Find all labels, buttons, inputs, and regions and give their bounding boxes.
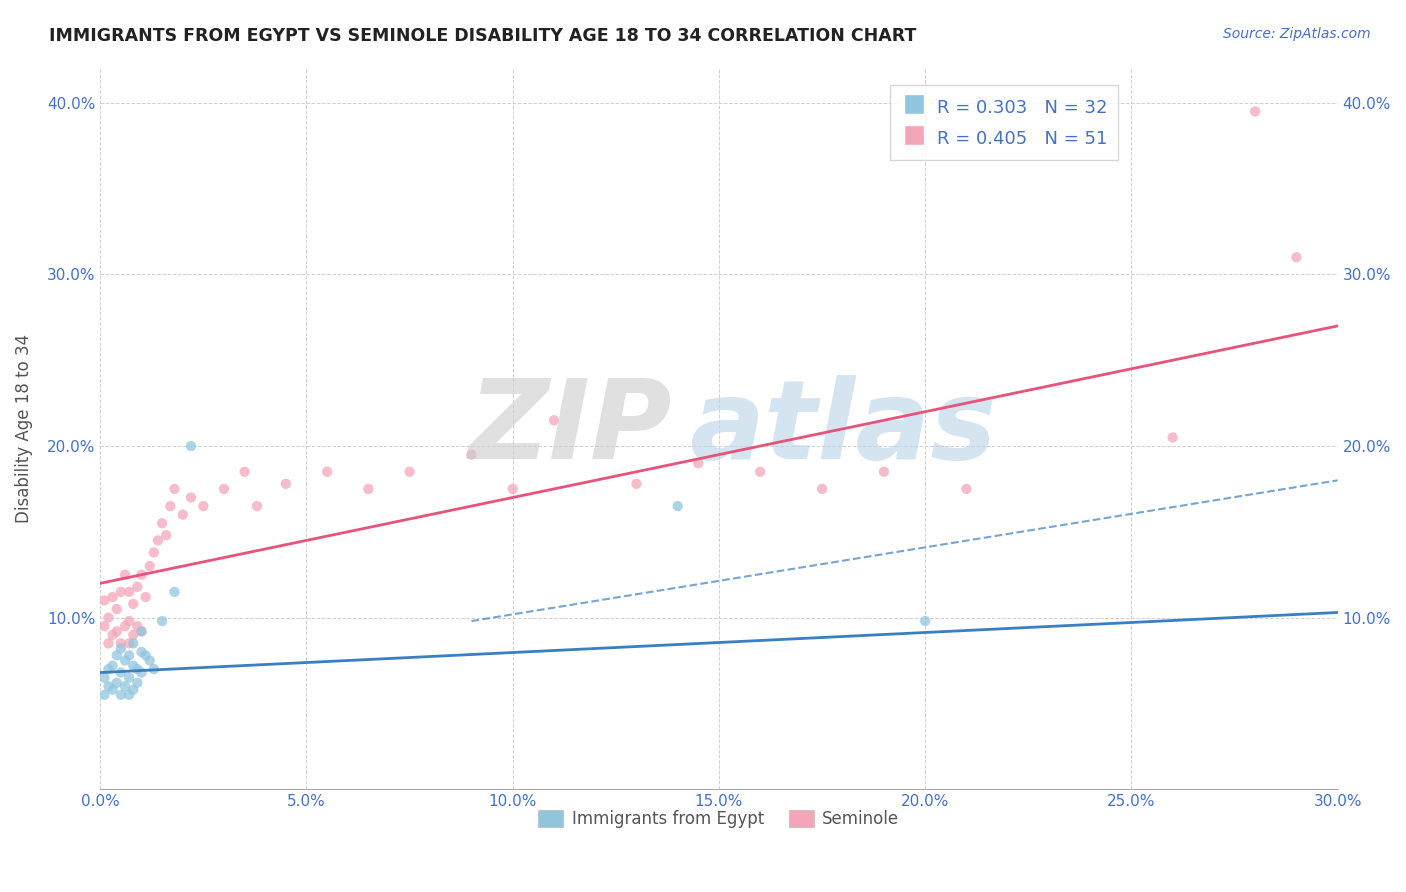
Point <box>316 465 339 479</box>
Point <box>274 476 297 491</box>
Text: IMMIGRANTS FROM EGYPT VS SEMINOLE DISABILITY AGE 18 TO 34 CORRELATION CHART: IMMIGRANTS FROM EGYPT VS SEMINOLE DISABI… <box>49 27 917 45</box>
Point <box>118 648 141 663</box>
Y-axis label: Disability Age 18 to 34: Disability Age 18 to 34 <box>15 334 32 524</box>
Point <box>131 567 153 582</box>
Point <box>131 624 153 639</box>
Point <box>93 593 115 607</box>
Point <box>118 585 141 599</box>
Point <box>122 597 145 611</box>
Point <box>118 636 141 650</box>
Point <box>666 499 689 513</box>
Point <box>135 648 157 663</box>
Text: atlas: atlas <box>689 376 997 483</box>
Point <box>110 688 132 702</box>
Point <box>543 413 565 427</box>
Point <box>122 658 145 673</box>
Point <box>142 662 165 676</box>
Point <box>122 682 145 697</box>
Point <box>811 482 834 496</box>
Point <box>101 628 124 642</box>
Point <box>118 671 141 685</box>
Point <box>105 676 128 690</box>
Text: Source: ZipAtlas.com: Source: ZipAtlas.com <box>1223 27 1371 41</box>
Point <box>101 658 124 673</box>
Point <box>212 482 235 496</box>
Point <box>105 624 128 639</box>
Point <box>127 619 149 633</box>
Point <box>146 533 169 548</box>
Point <box>114 619 136 633</box>
Point <box>101 682 124 697</box>
Point <box>914 614 936 628</box>
Point <box>1285 250 1308 264</box>
Point <box>97 679 120 693</box>
Point <box>163 585 186 599</box>
Point <box>873 465 896 479</box>
Point <box>114 567 136 582</box>
Point <box>110 636 132 650</box>
Point <box>180 491 202 505</box>
Point <box>114 679 136 693</box>
Point <box>101 590 124 604</box>
Point <box>460 448 482 462</box>
Point <box>150 516 173 531</box>
Point <box>105 602 128 616</box>
Point <box>1161 430 1184 444</box>
Point <box>97 610 120 624</box>
Point <box>163 482 186 496</box>
Point <box>127 662 149 676</box>
Point <box>122 628 145 642</box>
Point <box>127 676 149 690</box>
Point <box>172 508 194 522</box>
Point <box>105 648 128 663</box>
Point <box>131 665 153 680</box>
Text: ZIP: ZIP <box>468 376 672 483</box>
Point <box>142 545 165 559</box>
Point <box>139 653 162 667</box>
Point <box>749 465 772 479</box>
Point <box>93 688 115 702</box>
Point <box>502 482 524 496</box>
Point <box>626 476 648 491</box>
Point <box>159 499 181 513</box>
Point <box>155 528 177 542</box>
Point <box>193 499 215 513</box>
Point <box>150 614 173 628</box>
Point <box>246 499 269 513</box>
Point <box>110 641 132 656</box>
Point <box>131 624 153 639</box>
Point <box>93 671 115 685</box>
Point <box>122 636 145 650</box>
Point <box>357 482 380 496</box>
Point <box>93 619 115 633</box>
Point <box>135 590 157 604</box>
Point <box>955 482 977 496</box>
Point <box>97 662 120 676</box>
Point <box>180 439 202 453</box>
Point <box>110 665 132 680</box>
Point <box>131 645 153 659</box>
Point <box>118 614 141 628</box>
Point <box>688 456 710 470</box>
Point <box>127 580 149 594</box>
Point <box>97 636 120 650</box>
Point <box>1244 104 1267 119</box>
Point <box>118 688 141 702</box>
Legend: Immigrants from Egypt, Seminole: Immigrants from Egypt, Seminole <box>531 804 905 835</box>
Point <box>110 585 132 599</box>
Point <box>233 465 256 479</box>
Point <box>139 559 162 574</box>
Point <box>398 465 420 479</box>
Point <box>114 653 136 667</box>
